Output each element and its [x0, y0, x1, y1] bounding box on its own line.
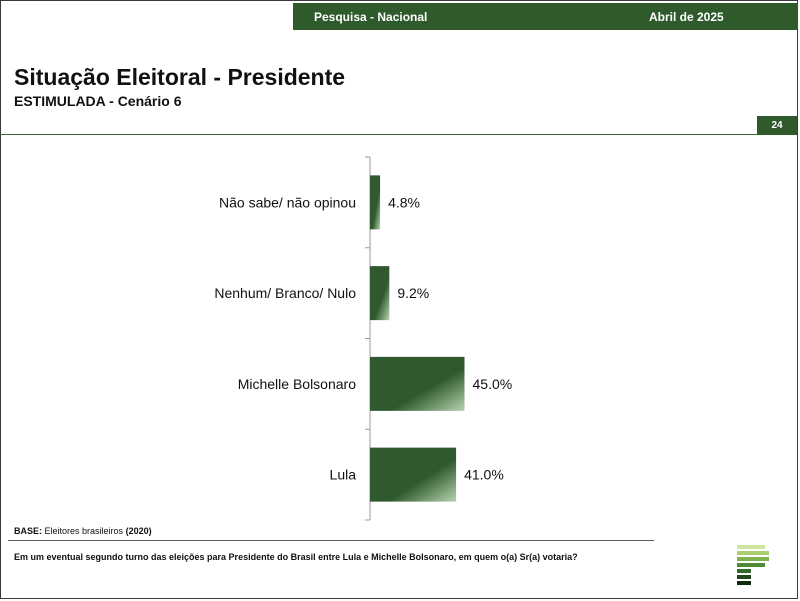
survey-date: Abril de 2025 [649, 10, 724, 24]
base-note: BASE: Eleitores brasileiros (2020) [14, 526, 152, 536]
survey-question: Em um eventual segundo turno das eleiçõe… [14, 552, 578, 562]
page-number-badge: 24 [757, 116, 797, 135]
base-year: (2020) [125, 526, 152, 536]
category-label: Michelle Bolsonaro [238, 376, 356, 392]
base-text: Eleitores brasileiros [44, 526, 124, 536]
survey-name: Pesquisa - Nacional [314, 10, 428, 24]
brand-logo-icon [737, 545, 769, 585]
data-label: 45.0% [473, 376, 513, 392]
page-title: Situação Eleitoral - Presidente [14, 64, 346, 90]
bar [370, 447, 457, 502]
header-bar: Pesquisa - Nacional Abril de 2025 [293, 3, 798, 30]
data-label: 9.2% [397, 285, 429, 301]
data-label: 4.8% [388, 194, 420, 210]
title-divider [0, 134, 757, 135]
bar [370, 356, 465, 411]
bar [370, 266, 390, 321]
data-label: 41.0% [464, 467, 504, 483]
category-label: Nenhum/ Branco/ Nulo [214, 285, 356, 301]
base-label: BASE: [14, 526, 43, 536]
footer-divider [8, 540, 654, 541]
category-label: Lula [330, 467, 357, 483]
bar [370, 175, 381, 230]
page-subtitle: ESTIMULADA - Cenário 6 [14, 93, 182, 109]
category-label: Não sabe/ não opinou [219, 194, 356, 210]
